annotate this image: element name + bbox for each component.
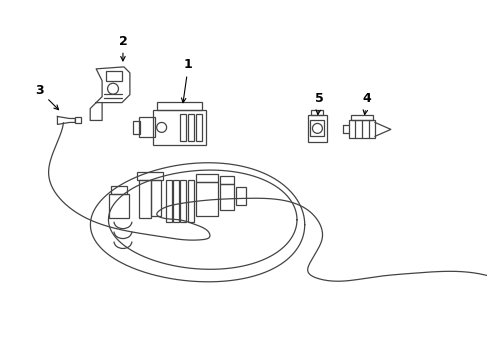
Bar [106, 71, 122, 81]
Text: 5: 5 [314, 92, 323, 114]
Bar [180, 180, 186, 222]
Bar [188, 113, 194, 141]
Bar [196, 113, 202, 141]
Bar [196, 174, 218, 182]
Bar [180, 113, 186, 141]
Bar [165, 180, 171, 222]
Bar [220, 176, 234, 184]
Bar [111, 186, 127, 194]
Bar [236, 187, 245, 205]
Bar [307, 114, 326, 142]
Bar [139, 180, 150, 218]
Bar [152, 109, 206, 145]
Text: 3: 3 [35, 84, 59, 110]
Bar [139, 117, 154, 137]
Bar [109, 194, 129, 218]
Text: 4: 4 [362, 92, 371, 114]
Bar [156, 102, 202, 109]
Text: 1: 1 [181, 58, 192, 103]
Bar [133, 121, 140, 134]
Bar [150, 180, 161, 216]
Bar [220, 184, 234, 210]
Bar [310, 121, 324, 136]
Bar [196, 182, 218, 216]
Bar [350, 114, 372, 121]
Bar [75, 117, 81, 123]
Bar [311, 109, 323, 114]
Bar [173, 180, 179, 222]
Bar [348, 121, 374, 138]
Bar [137, 172, 163, 180]
Text: 2: 2 [118, 35, 127, 61]
Bar [187, 180, 194, 222]
